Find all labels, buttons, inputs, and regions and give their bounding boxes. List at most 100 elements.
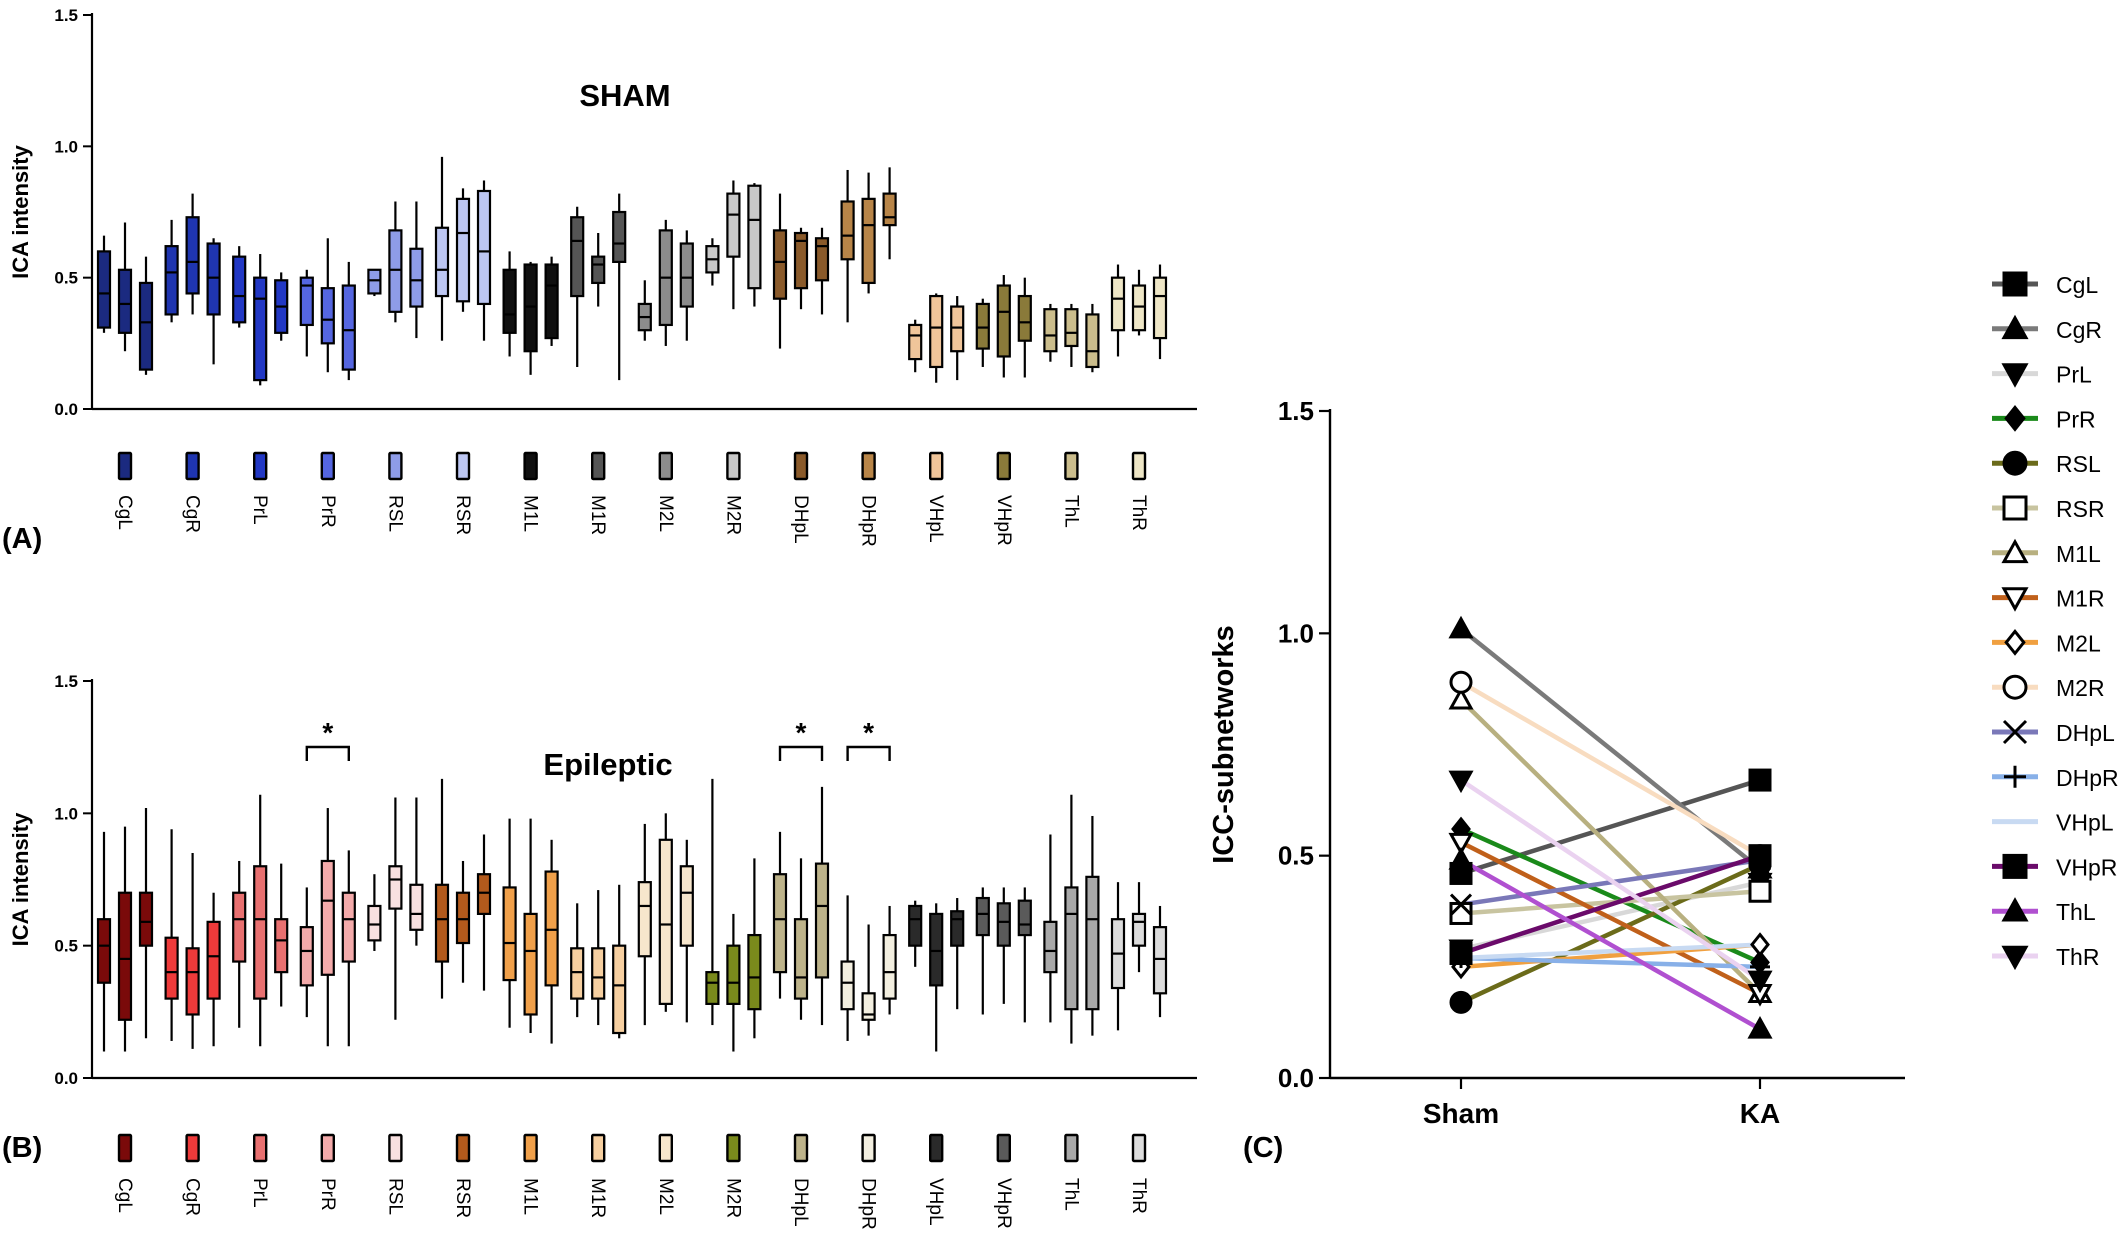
legend-swatch-CgR <box>185 451 200 481</box>
y-tick-label: 0.0 <box>1278 1063 1314 1093</box>
legend-swatch-M1L <box>523 1133 538 1163</box>
category-label-CgR: CgR <box>182 1178 203 1216</box>
series-line-VHpR <box>1458 853 1763 956</box>
category-label-DHpL: DHpL <box>790 495 811 544</box>
box-ThR-2 <box>1131 284 1147 332</box>
category-label-M2R: M2R <box>722 1178 743 1218</box>
legend-marker-PrR <box>2004 404 2026 432</box>
series-line-RSL <box>1458 862 1763 1005</box>
box-ThL-2 <box>1064 308 1079 348</box>
series-line-ThR <box>1458 777 1763 983</box>
legend-swatch-PrL <box>252 451 268 481</box>
box-ThL-3 <box>1085 875 1100 1011</box>
legend-label-M2R: M2R <box>2056 675 2105 701</box>
box-M1L-3 <box>544 263 559 340</box>
box-VHpL-2 <box>929 294 944 369</box>
category-label-PrR: PrR <box>317 495 338 528</box>
legend-swatch-VHpL <box>929 1133 944 1163</box>
category-label-ThL: ThL <box>1060 1178 1081 1211</box>
legend-label-CgL: CgL <box>2056 272 2098 298</box>
legend-marker-DHpL <box>2002 719 2028 745</box>
legend-swatch-DHpL <box>793 451 809 481</box>
box-M1L-1 <box>502 886 517 982</box>
y-tick-label: 0.5 <box>1278 841 1314 871</box>
legend-swatch-RSL <box>388 451 403 481</box>
box-CgR-3 <box>206 242 221 316</box>
box-VHpL-1 <box>908 323 923 361</box>
box-DHpL-3 <box>814 237 830 282</box>
legend-swatch-M2L <box>658 1133 673 1163</box>
legend-marker-ThL <box>2001 897 2029 922</box>
category-label-DHpL: DHpL <box>790 1178 811 1227</box>
box-VHpR-1 <box>975 302 990 350</box>
y-tick-label: 1.0 <box>54 804 78 823</box>
box-RSR-1 <box>434 883 450 963</box>
legend-label-ThL: ThL <box>2056 899 2096 925</box>
category-label-M2R: M2R <box>722 495 743 535</box>
legend-swatch-DHpL <box>793 1133 809 1163</box>
category-label-VHpL: VHpL <box>925 495 946 543</box>
box-VHpR-2 <box>996 284 1011 358</box>
category-label-CgL: CgL <box>114 1178 135 1213</box>
legend-swatch-RSR <box>455 451 471 481</box>
legend-swatch-DHpR <box>861 451 876 481</box>
panel-b-label: (B) <box>2 1132 42 1164</box>
legend-label-M1L: M1L <box>2056 541 2101 567</box>
box-M2R-2 <box>726 944 741 1005</box>
box-DHpR-2 <box>861 992 876 1021</box>
category-label-ThL: ThL <box>1060 495 1081 528</box>
legend-label-RSR: RSR <box>2056 496 2105 522</box>
box-M2R-2 <box>726 192 741 258</box>
box-VHpL-3 <box>950 910 965 947</box>
series-line-M2R <box>1458 679 1763 858</box>
category-label-CgL: CgL <box>114 495 135 530</box>
point-ThL-KA <box>1747 1016 1773 1039</box>
box-PrL-1 <box>232 891 247 963</box>
box-VHpL-2 <box>929 912 944 987</box>
category-label-PrR: PrR <box>317 1178 338 1211</box>
significance-marker: * <box>863 717 874 748</box>
box-DHpL-1 <box>772 229 788 300</box>
legend-swatch-CgR <box>185 1133 200 1163</box>
y-tick-label: 0.0 <box>54 1069 78 1088</box>
box-VHpR-2 <box>996 902 1011 947</box>
category-label-RSR: RSR <box>452 1178 473 1218</box>
x-tick-label-KA: KA <box>1740 1098 1780 1129</box>
legend-label-M1R: M1R <box>2056 586 2105 612</box>
category-label-M1R: M1R <box>587 1178 608 1218</box>
box-CgL-2 <box>117 268 133 334</box>
legend-marker-DHpR <box>2004 765 2026 788</box>
box-M1R-1 <box>570 947 585 1000</box>
panel-c-label: (C) <box>1243 1132 1283 1164</box>
box-RSL-1 <box>367 268 382 295</box>
box-RSL-2 <box>388 229 403 313</box>
legend-swatch-PrR <box>320 1133 335 1163</box>
legend-marker-CgL <box>2002 271 2028 297</box>
legend-label-PrL: PrL <box>2056 362 2092 388</box>
panel-b-boxplot: 0.0 0.5 1.0 1.5 ICA intensity Epileptic CgL CgR… <box>8 672 1197 1230</box>
box-DHpL-3 <box>814 862 830 979</box>
box-M2R-1 <box>705 971 720 1005</box>
y-axis-label: ICA intensity <box>8 144 33 278</box>
legend-marker-M1R <box>2001 587 2029 612</box>
legend-swatch-VHpL <box>929 451 944 481</box>
legend-marker-M2R <box>2002 674 2028 700</box>
box-CgL-1 <box>96 250 112 329</box>
legend-swatch-DHpR <box>861 1133 876 1163</box>
box-ThR-2 <box>1131 912 1147 947</box>
point-CgR-Sham <box>1448 615 1474 639</box>
box-M2R-3 <box>747 933 762 1011</box>
box-RSL-1 <box>367 904 382 942</box>
legend-label-RSL: RSL <box>2056 451 2101 477</box>
box-CgR-2 <box>185 947 200 1016</box>
legend-marker-VHpR <box>2002 853 2028 879</box>
significance-marker: * <box>322 717 333 748</box>
series-line-CgR <box>1458 626 1763 872</box>
box-PrR-1 <box>299 926 314 987</box>
category-label-VHpL: VHpL <box>925 1178 946 1226</box>
point-VHpR-Sham <box>1449 941 1473 965</box>
box-M1R-1 <box>570 216 585 298</box>
chart-title: Epileptic <box>543 747 672 782</box>
series-line-CgL <box>1458 777 1763 876</box>
